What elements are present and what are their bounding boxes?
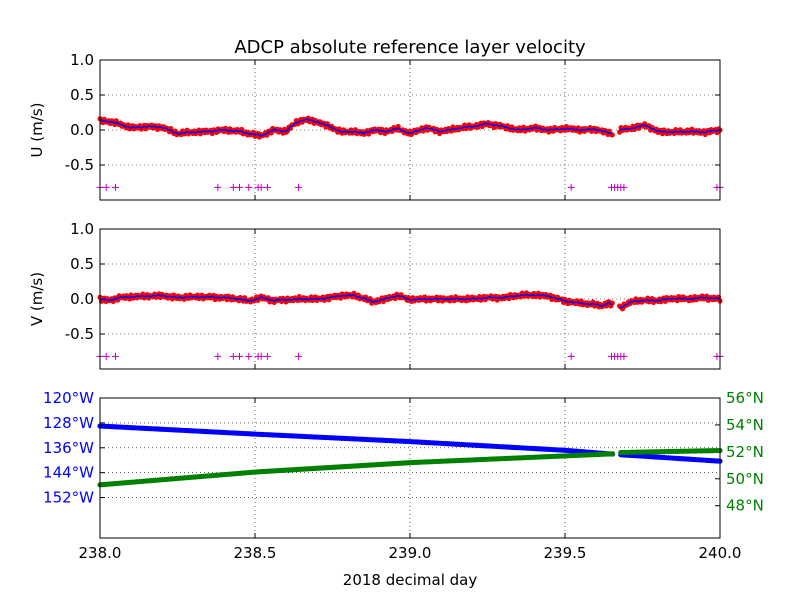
- latitude-track: [97, 447, 723, 488]
- y-tick-label: 1.0: [70, 51, 94, 69]
- lon-tick-label: 144°W: [43, 464, 94, 482]
- y-tick-label: 0.5: [70, 255, 94, 273]
- u-smoothed-line: [99, 118, 721, 137]
- v-flag-marker: [112, 352, 119, 360]
- u-flag-marker: [112, 183, 119, 191]
- lon-tick-label: 128°W: [43, 414, 94, 432]
- u-flag-marker: [294, 183, 302, 191]
- u-flag-marker: [620, 183, 628, 191]
- u-panel-frame: [99, 59, 721, 201]
- v-flag-marker: [257, 352, 265, 360]
- v-flag-marker: [294, 352, 302, 360]
- v-flag-marker: [236, 352, 243, 360]
- u-flag-marker: [263, 183, 271, 191]
- x-tick-label: 239.5: [544, 544, 587, 562]
- v-velocity-panel: 1.0 0.5 0.0 -0.5 V (m/s): [28, 220, 724, 370]
- y-tick-label: -0.5: [65, 156, 94, 174]
- x-tick-label: 238.5: [234, 544, 277, 562]
- v-flag-marker: [245, 352, 253, 360]
- u-flag-marker: [229, 183, 237, 191]
- v-flag-marker: [214, 352, 222, 360]
- u-flag-marker: [245, 183, 253, 191]
- u-flag-marker: [214, 183, 222, 191]
- u-velocity-panel: 1.0 0.5 0.0 -0.5 U (m/s): [28, 51, 724, 201]
- chart-title: ADCP absolute reference layer velocity: [234, 37, 586, 58]
- pos-panel-frame: [99, 397, 721, 539]
- lat-tick-label: 56°N: [726, 389, 764, 407]
- v-axis-label: V (m/s): [28, 272, 46, 326]
- v-panel-frame: [99, 228, 721, 370]
- lon-tick-label: 152°W: [43, 489, 94, 507]
- v-flag-marker: [567, 352, 575, 360]
- v-flag-marker: [102, 352, 110, 360]
- u-flag-marker: [236, 183, 243, 191]
- lat-tick-label: 52°N: [726, 443, 764, 461]
- x-tick-label: 238.0: [79, 544, 122, 562]
- y-tick-label: 0.5: [70, 86, 94, 104]
- x-axis-label: 2018 decimal day: [343, 571, 478, 589]
- v-flag-marker: [229, 352, 237, 360]
- u-flag-marker: [257, 183, 265, 191]
- y-tick-label: 0.0: [70, 121, 94, 139]
- lat-tick-label: 48°N: [726, 497, 764, 515]
- position-panel: 120°W 128°W 136°W 144°W 152°W 56°N 54°N 52°N 50°…: [43, 389, 764, 562]
- u-axis-label: U (m/s): [28, 103, 46, 158]
- u-flag-marker: [567, 183, 575, 191]
- y-tick-label: 0.0: [70, 290, 94, 308]
- x-tick-label: 239.0: [389, 544, 432, 562]
- v-smoothed-line: [99, 293, 721, 309]
- y-tick-label: 1.0: [70, 220, 94, 238]
- u-flag-marker: [102, 183, 110, 191]
- x-tick-label: 240.0: [699, 544, 742, 562]
- lon-tick-label: 136°W: [43, 439, 94, 457]
- lon-tick-label: 120°W: [43, 389, 94, 407]
- y-tick-label: -0.5: [65, 325, 94, 343]
- v-flag-marker: [620, 352, 628, 360]
- v-flag-marker: [263, 352, 271, 360]
- lat-tick-label: 54°N: [726, 416, 764, 434]
- lat-tick-label: 50°N: [726, 470, 764, 488]
- latitude-point: [609, 451, 616, 457]
